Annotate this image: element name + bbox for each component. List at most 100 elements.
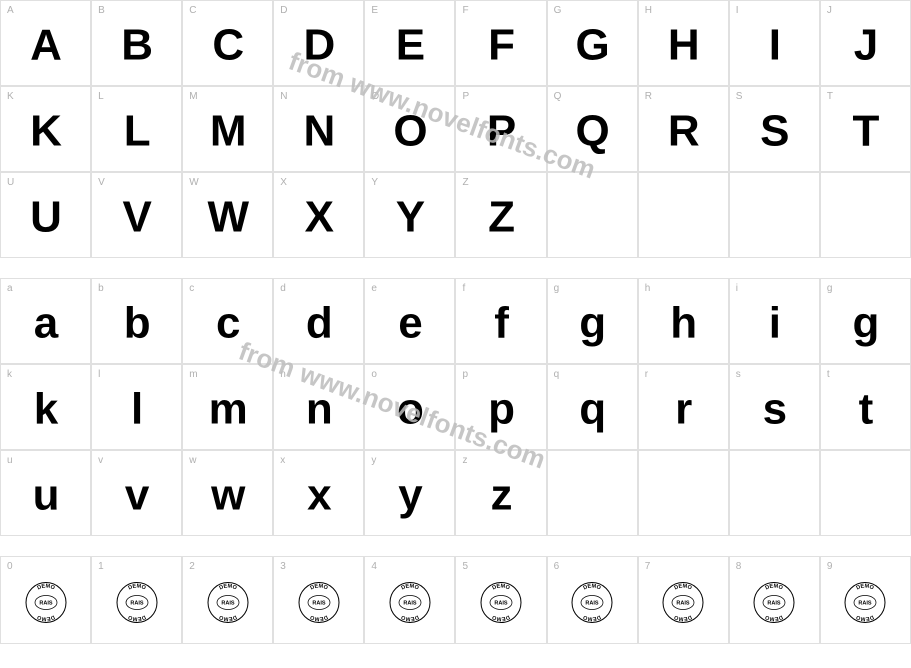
svg-text:DEMO: DEMO <box>126 613 146 621</box>
demo-stamp: DEMO DEMO RAIS <box>112 578 162 628</box>
glyph-cell-5: 5 DEMO DEMO RAIS <box>455 556 546 644</box>
cell-glyph: U <box>30 193 61 243</box>
svg-text:DEMO: DEMO <box>582 613 602 621</box>
cell-glyph: v <box>125 471 148 521</box>
empty-cell <box>638 450 729 536</box>
cell-glyph: o <box>397 385 423 435</box>
glyph-cell-Q: QQ <box>547 86 638 172</box>
demo-stamp-icon: DEMO DEMO RAIS <box>567 578 617 628</box>
glyph-cell-P: PP <box>455 86 546 172</box>
cell-key-label: E <box>371 5 378 16</box>
spacer-cell <box>547 258 638 278</box>
demo-stamp: DEMO DEMO RAIS <box>749 578 799 628</box>
glyph-cell-6: 6 DEMO DEMO RAIS <box>547 556 638 644</box>
cell-glyph: S <box>760 107 788 157</box>
cell-key-label: z <box>462 455 467 466</box>
cell-glyph: W <box>207 193 248 243</box>
cell-key-label: 5 <box>462 561 468 572</box>
cell-glyph: g <box>852 299 878 349</box>
demo-stamp-icon: DEMO DEMO RAIS <box>840 578 890 628</box>
cell-glyph: l <box>131 385 142 435</box>
glyph-cell-S: SS <box>729 86 820 172</box>
cell-glyph: y <box>398 471 421 521</box>
glyph-cell-n: nn <box>273 364 364 450</box>
glyph-cell-R: RR <box>638 86 729 172</box>
glyph-cell-0: 0 DEMO DEMO RAIS <box>0 556 91 644</box>
glyph-cell-N: NN <box>273 86 364 172</box>
cell-key-label: 4 <box>371 561 377 572</box>
cell-key-label: u <box>7 455 13 466</box>
cell-key-label: V <box>98 177 105 188</box>
svg-text:DEMO: DEMO <box>36 583 56 591</box>
glyph-cell-D: DD <box>273 0 364 86</box>
cell-key-label: p <box>462 369 468 380</box>
glyph-cell-L: LL <box>91 86 182 172</box>
spacer-cell <box>0 536 91 556</box>
cell-glyph: Z <box>488 193 514 243</box>
glyph-cell-4: 4 DEMO DEMO RAIS <box>364 556 455 644</box>
glyph-row-upper: UUVVWWXXYYZZ <box>0 172 911 258</box>
spacer-cell <box>547 536 638 556</box>
cell-key-label: y <box>371 455 376 466</box>
cell-glyph: K <box>30 107 61 157</box>
cell-key-label: Z <box>462 177 468 188</box>
svg-text:RAIS: RAIS <box>494 601 507 607</box>
cell-key-label: d <box>280 283 286 294</box>
cell-key-label: A <box>7 5 14 16</box>
cell-key-label: l <box>98 369 100 380</box>
cell-glyph: Y <box>396 193 424 243</box>
glyph-row-lower: uuvvwwxxyyzz <box>0 450 911 536</box>
cell-key-label: G <box>554 5 562 16</box>
cell-glyph: e <box>398 299 421 349</box>
cell-key-label: 8 <box>736 561 742 572</box>
cell-key-label: X <box>280 177 287 188</box>
cell-key-label: P <box>462 91 469 102</box>
glyph-cell-A: AA <box>0 0 91 86</box>
cell-glyph: r <box>675 385 691 435</box>
cell-key-label: N <box>280 91 287 102</box>
glyph-row-upper: KKLLMMNNOOPPQQRRSSTT <box>0 86 911 172</box>
svg-text:DEMO: DEMO <box>309 613 329 621</box>
cell-key-label: 1 <box>98 561 104 572</box>
glyph-cell-e: ee <box>364 278 455 364</box>
svg-text:RAIS: RAIS <box>859 601 872 607</box>
cell-key-label: F <box>462 5 468 16</box>
cell-key-label: s <box>736 369 741 380</box>
cell-glyph: Q <box>576 107 609 157</box>
svg-text:DEMO: DEMO <box>491 613 511 621</box>
glyph-cell-s: ss <box>729 364 820 450</box>
glyph-cell-g: gg <box>547 278 638 364</box>
cell-key-label: a <box>7 283 13 294</box>
cell-key-label: K <box>7 91 14 102</box>
spacer-cell <box>820 258 911 278</box>
spacer-cell <box>638 258 729 278</box>
glyph-cell-H: HH <box>638 0 729 86</box>
glyph-cell-E: EE <box>364 0 455 86</box>
cell-glyph: z <box>491 471 512 521</box>
cell-key-label: U <box>7 177 14 188</box>
cell-key-label: 3 <box>280 561 286 572</box>
glyph-cell-q: qq <box>547 364 638 450</box>
svg-text:DEMO: DEMO <box>765 583 785 591</box>
glyph-cell-I: II <box>729 0 820 86</box>
empty-cell <box>638 172 729 258</box>
cell-key-label: I <box>736 5 739 16</box>
cell-key-label: J <box>827 5 832 16</box>
cell-glyph: h <box>670 299 696 349</box>
glyph-row-digit: 0 DEMO DEMO RAIS 1 DEMO DEMO RAIS 2 <box>0 556 911 644</box>
cell-glyph: F <box>488 21 514 71</box>
svg-text:RAIS: RAIS <box>39 601 52 607</box>
cell-glyph: p <box>488 385 514 435</box>
cell-glyph: q <box>579 385 605 435</box>
glyph-row-spacer <box>0 258 911 278</box>
glyph-cell-U: UU <box>0 172 91 258</box>
cell-glyph: g <box>579 299 605 349</box>
glyph-cell-Z: ZZ <box>455 172 546 258</box>
demo-stamp-icon: DEMO DEMO RAIS <box>203 578 253 628</box>
cell-glyph: f <box>494 299 508 349</box>
glyph-row-lower: aabbccddeeffgghhiigg <box>0 278 911 364</box>
cell-glyph: b <box>124 299 150 349</box>
glyph-cell-9: 9 DEMO DEMO RAIS <box>820 556 911 644</box>
glyph-cell-z: zz <box>455 450 546 536</box>
spacer-cell <box>364 536 455 556</box>
